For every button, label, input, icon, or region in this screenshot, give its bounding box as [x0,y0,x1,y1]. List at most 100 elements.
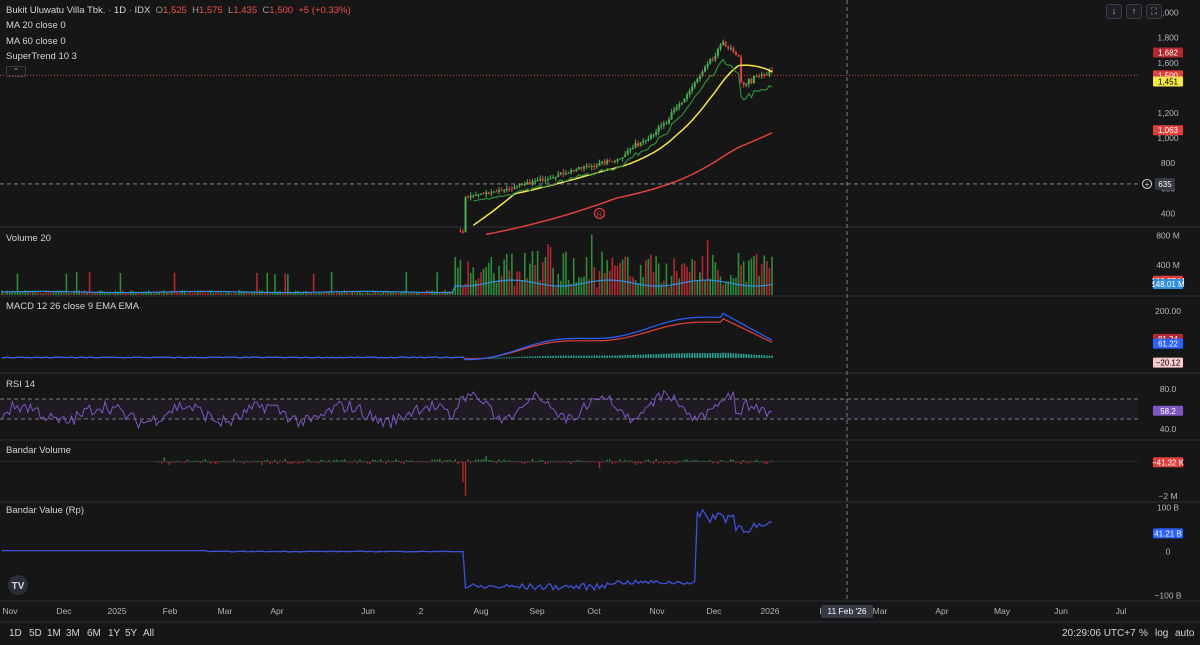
macd-histogram-bar [675,353,678,358]
price-candle [583,166,586,169]
volume-bar [52,291,55,295]
rsi-legend[interactable]: RSI 14 [6,379,36,390]
bandar-volume-bar [500,461,503,462]
auto-toggle[interactable]: auto [1175,628,1195,639]
price-candle [485,192,488,194]
bandar-volume-bar [740,461,742,465]
volume-bar [323,291,325,295]
timeframe-1d[interactable]: 1D [9,628,22,639]
macd-histogram-bar [701,353,704,358]
volume-bar [207,292,209,295]
bandar-volume-bar [263,460,266,462]
percent-toggle[interactable]: % [1139,628,1148,639]
bandar-volume-bar [336,459,338,462]
arrow-up-icon[interactable]: ↑ [1126,4,1142,19]
bandar-volume-bar [639,461,642,464]
timeframe-5d[interactable]: 5D [29,628,42,639]
macd-histogram-bar [544,355,547,358]
volume-bar [140,292,142,295]
collapse-legend-button[interactable]: ⌃ [6,66,26,77]
macd-histogram-bar [678,353,681,358]
macd-histogram-bar [498,357,500,359]
volume-bar [753,256,755,295]
bandar-volume-bar [178,461,181,463]
x-tick-label: 2025 [108,606,127,616]
symbol-legend[interactable]: Bukit Uluwatu Villa Tbk. · 1D · IDX O1,5… [6,5,351,16]
macd-legend[interactable]: MACD 12 26 close 9 EMA EMA [6,301,140,312]
macd-histogram-bar [614,355,616,358]
volume-bar [529,263,531,295]
volume-bar [701,256,704,295]
volume-bar [686,266,688,295]
timeframe-1y[interactable]: 1Y [108,628,121,639]
timeframe-3m[interactable]: 3M [66,628,80,639]
volume-bar [487,262,490,295]
volume-bar [153,291,155,295]
bandar-volume-bar [611,461,614,464]
bandar-volume-bar [565,461,567,463]
fullscreen-icon[interactable]: ⛶ [1146,4,1162,19]
volume-bar [639,264,642,295]
bandar-volume-bar [284,459,286,462]
bandar-volume-bar [673,461,675,464]
macd-histogram-bar [740,353,742,358]
bandar-volume-bar [405,460,408,462]
price-candle [557,174,560,178]
exchange: IDX [134,5,151,16]
bandar-volume-legend[interactable]: Bandar Volume [6,445,71,456]
volume-bar [232,292,235,295]
price-candle [575,169,578,172]
macd-histogram-bar [575,355,578,358]
price-candle [760,74,763,77]
volume-bar [511,253,513,295]
bandar-volume-bar [488,460,490,462]
arrow-down-icon[interactable]: ↓ [1106,4,1122,19]
volume-bar [348,292,351,295]
price-candle [737,55,740,57]
volume-bar [619,262,621,295]
bandar-volume-bar [315,461,317,463]
timeframe-all[interactable]: All [143,628,155,639]
price-candle [696,79,699,83]
bandar-volume-bar [606,459,608,462]
volume-bar [287,274,289,295]
volume-bar [238,290,240,295]
timeframe-5y[interactable]: 5Y [125,628,138,639]
bandar-volume-bar [204,459,207,462]
macd-histogram-bar [768,355,771,358]
volume-bar [699,272,701,295]
bandar-volume-bar [310,461,312,463]
macd-histogram-bar [621,355,624,358]
macd-histogram-bar [583,355,585,358]
x-tick-label: Apr [935,606,948,616]
supertrend-legend[interactable]: SuperTrend 10 3 [6,51,77,62]
bandar-volume-bar [526,461,529,463]
x-tick-label: Mar [218,606,233,616]
volume-legend[interactable]: Volume 20 [6,233,51,244]
volume-bar [557,273,560,295]
macd-histogram-bar [732,353,735,358]
price-candle [688,90,691,95]
bandar-volume-bar [269,461,271,464]
x-tick-label: Dec [56,606,72,616]
ma20-legend[interactable]: MA 20 close 0 [6,20,66,31]
macd-histogram-bar [704,353,706,358]
timeframe-1m[interactable]: 1M [47,628,61,639]
bandar-value-legend[interactable]: Bandar Value (Rp) [6,505,84,516]
volume-bar [740,264,742,295]
ma60-legend[interactable]: MA 60 close 0 [6,36,66,47]
log-toggle[interactable]: log [1155,628,1169,639]
volume-bar [333,292,336,295]
price-badge [1153,76,1183,87]
timeframe-6m[interactable]: 6M [87,628,101,639]
volume-bar [343,290,346,295]
volume-bar [608,270,611,295]
macd-histogram-bar [490,357,493,359]
bandar-volume-bar [657,461,660,464]
price-candle [680,102,683,105]
price-candle [637,143,640,146]
volume-bar [384,290,387,295]
price-candle [585,165,588,167]
bandar-volume-bar [248,461,250,463]
